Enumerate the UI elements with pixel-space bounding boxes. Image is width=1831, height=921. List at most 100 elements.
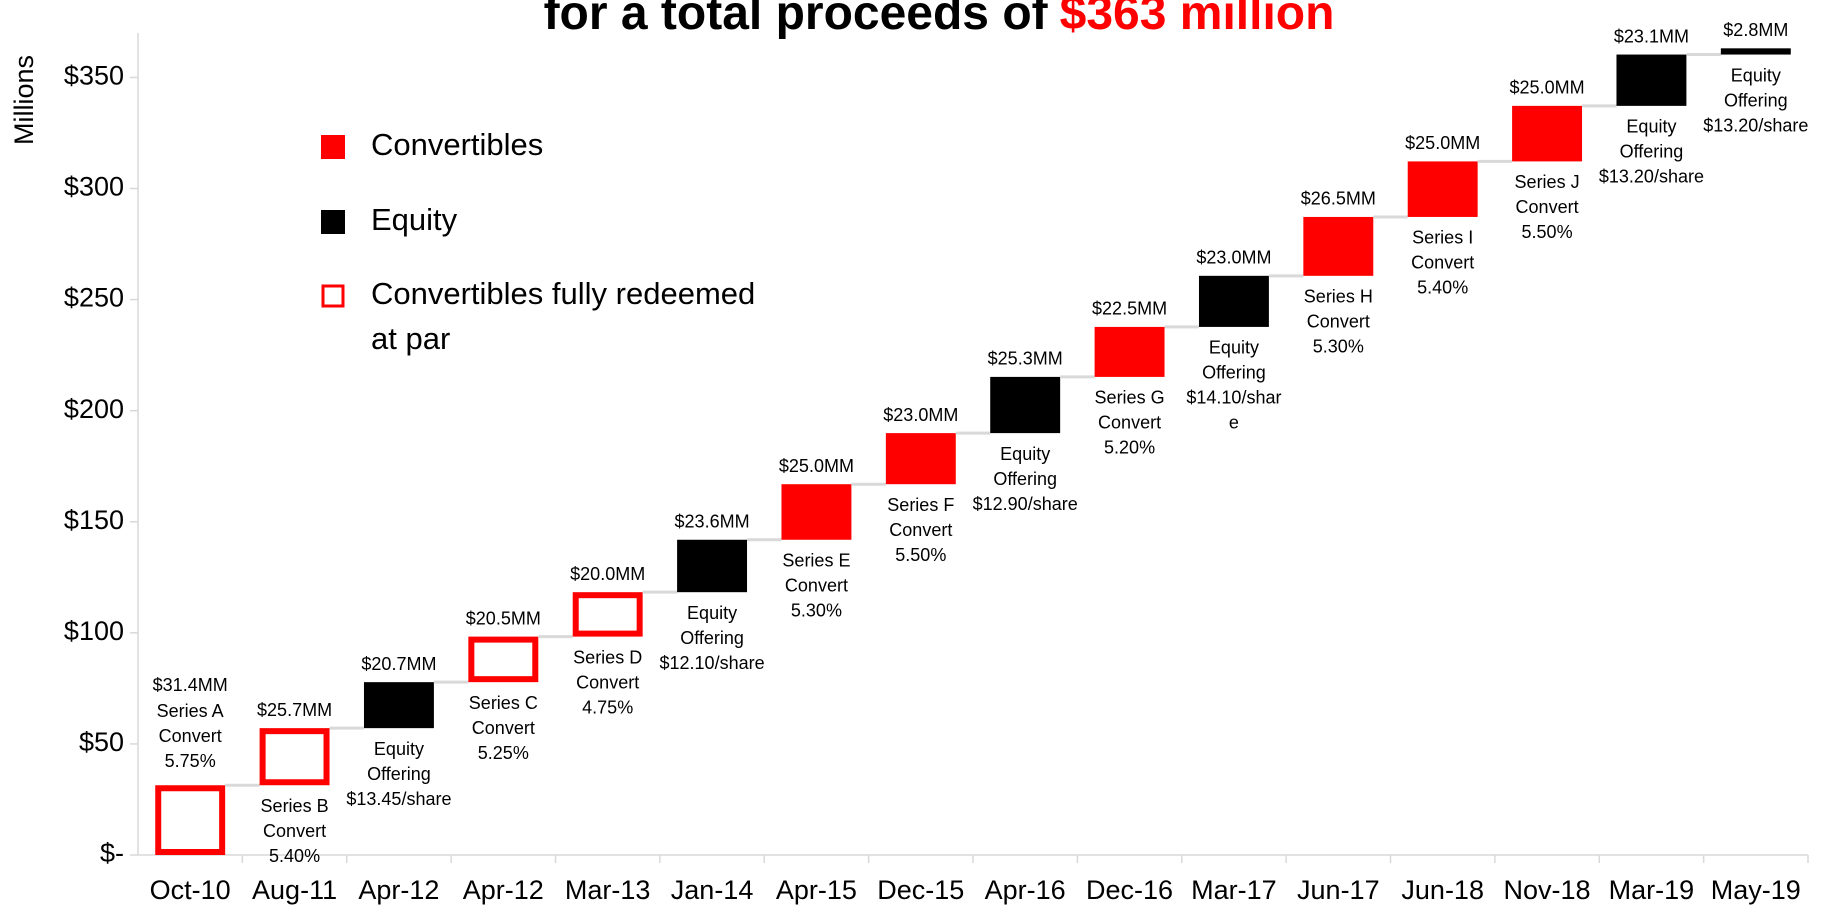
description: Offering (1620, 142, 1684, 162)
description: e (1229, 413, 1239, 433)
x-tick-label: Apr-12 (463, 875, 544, 905)
value-label: $23.0MM (1196, 248, 1271, 268)
x-tick-label: Mar-17 (1191, 875, 1277, 905)
x-tick-label: Jan-14 (671, 875, 754, 905)
value-label: $23.0MM (883, 405, 958, 425)
value-label: $20.0MM (570, 564, 645, 584)
description: Equity (1000, 444, 1050, 464)
bar (1094, 326, 1165, 377)
description: Convert (159, 726, 222, 746)
description: Convert (472, 718, 535, 738)
value-label: $25.0MM (1510, 78, 1585, 98)
value-label: $25.7MM (257, 700, 332, 720)
x-tick-label: Dec-16 (1086, 875, 1173, 905)
description: 4.75% (582, 697, 633, 717)
value-label: $20.7MM (361, 654, 436, 674)
description: Convert (1098, 413, 1161, 433)
bar (1303, 216, 1374, 276)
description: Series E (782, 551, 850, 571)
bar (990, 376, 1061, 434)
description: $12.90/share (973, 494, 1078, 514)
description: $13.20/share (1703, 115, 1808, 135)
bar (1512, 105, 1583, 162)
bar (1198, 275, 1269, 327)
description: Series F (887, 495, 954, 515)
x-tick-label: Mar-13 (565, 875, 651, 905)
value-label: $2.8MM (1723, 20, 1788, 40)
x-tick-label: May-19 (1711, 875, 1801, 905)
x-tick-label: Aug-11 (252, 875, 337, 905)
title-text: for a total proceeds of (544, 0, 1049, 40)
description: Offering (993, 469, 1057, 489)
x-tick-label: Apr-15 (776, 875, 857, 905)
legend-swatch (321, 210, 345, 234)
description: 5.20% (1104, 438, 1155, 458)
description: Convert (1516, 197, 1579, 217)
y-tick-label: $250 (64, 283, 124, 313)
description: 5.30% (1313, 337, 1364, 357)
bar (1616, 54, 1687, 106)
x-tick-label: Dec-15 (877, 875, 964, 905)
description: Equity (1731, 65, 1781, 85)
description: Convert (785, 576, 848, 596)
x-tick-label: Jun-18 (1401, 875, 1484, 905)
legend-label: Convertibles fully redeemed (371, 276, 755, 311)
y-tick-label: $300 (64, 172, 124, 202)
x-tick-label: Mar-19 (1609, 875, 1695, 905)
y-tick-label: $50 (79, 727, 124, 757)
x-tick-label: Jun-17 (1297, 875, 1380, 905)
description: 5.40% (1417, 278, 1468, 298)
description: Offering (1724, 90, 1788, 110)
legend-label: at par (371, 321, 450, 356)
description: Series C (469, 693, 538, 713)
value-label: $23.1MM (1614, 26, 1689, 46)
description: Offering (680, 628, 744, 648)
description: Series H (1304, 287, 1373, 307)
description: Convert (576, 672, 639, 692)
description: Equity (1209, 338, 1259, 358)
description: 5.50% (895, 545, 946, 565)
value-label: $26.5MM (1301, 189, 1376, 209)
y-tick-label: $350 (64, 61, 124, 91)
value-label: $25.0MM (1405, 133, 1480, 153)
y-tick-label: $200 (64, 394, 124, 424)
title-highlight: $363 million (1060, 0, 1335, 40)
description: Series A (157, 701, 224, 721)
description: $12.10/share (660, 653, 765, 673)
description: $13.20/share (1599, 167, 1704, 187)
bar (1720, 48, 1791, 55)
bar (155, 785, 226, 856)
x-tick-label: Nov-18 (1504, 875, 1591, 905)
description: $13.45/share (346, 789, 451, 809)
description: 5.75% (165, 751, 216, 771)
description: 5.30% (791, 601, 842, 621)
description: Equity (687, 603, 737, 623)
value-label: $22.5MM (1092, 299, 1167, 319)
description: $14.10/shar (1186, 388, 1281, 408)
description: Equity (374, 739, 424, 759)
description: Series B (261, 796, 329, 816)
description: Convert (1411, 253, 1474, 273)
x-tick-label: Apr-12 (358, 875, 439, 905)
value-label: $23.6MM (675, 512, 750, 532)
description: Series D (573, 647, 642, 667)
bar (468, 636, 539, 683)
description: 5.25% (478, 743, 529, 763)
bar (781, 484, 852, 540)
description: Equity (1626, 117, 1676, 137)
legend-label: Equity (371, 202, 458, 237)
value-label: $20.5MM (466, 608, 541, 628)
value-label: $25.3MM (988, 349, 1063, 369)
y-tick-label: $150 (64, 505, 124, 535)
description: Convert (1307, 312, 1370, 332)
value-label: $25.0MM (779, 456, 854, 476)
description: Offering (1202, 363, 1266, 383)
legend-swatch (321, 284, 345, 308)
description: Series J (1515, 172, 1580, 192)
description: 5.40% (269, 846, 320, 866)
description: Offering (367, 764, 431, 784)
description: 5.50% (1522, 222, 1573, 242)
bar (885, 433, 956, 485)
y-tick-label: $100 (64, 616, 124, 646)
